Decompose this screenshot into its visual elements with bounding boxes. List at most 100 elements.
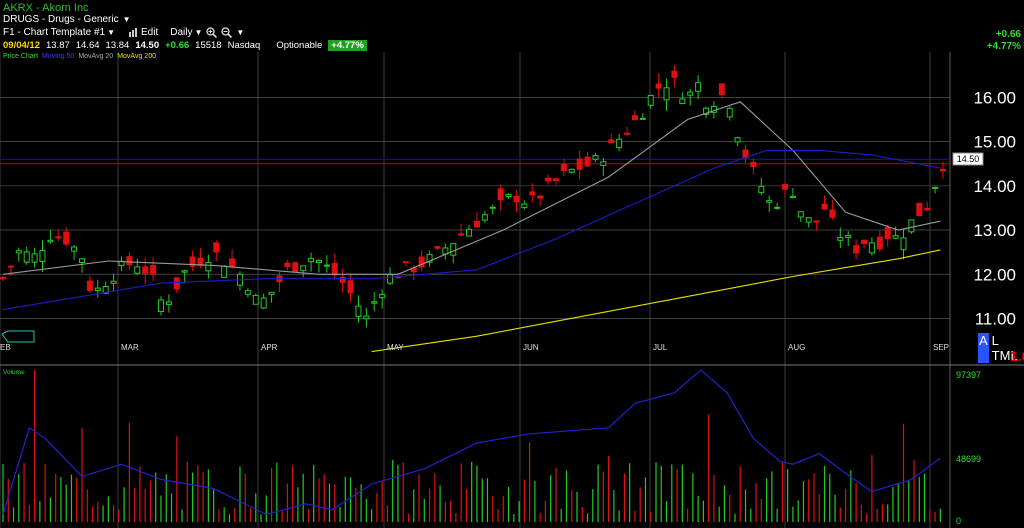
candle-body: [568, 168, 575, 173]
candle-body: [150, 265, 157, 275]
candle-body: [300, 265, 307, 272]
period-dropdown[interactable]: Daily ▼: [170, 27, 202, 38]
chart-header: AKRX - Akorn Inc DRUGS - Drugs - Generic…: [0, 0, 1024, 62]
candle-body: [47, 239, 54, 243]
candle-body: [221, 265, 228, 278]
price-tick-label: 13.00: [973, 221, 1016, 240]
candle-body: [624, 132, 631, 135]
candle-body: [355, 305, 362, 317]
candle-body: [679, 98, 686, 105]
date-tick-label: JUN: [523, 343, 539, 352]
candle-body: [284, 262, 291, 267]
candle-body: [0, 276, 6, 280]
ma-line: [371, 249, 941, 353]
quote-line: 09/04/12 13.87 14.64 13.84 14.50 +0.66 1…: [3, 40, 367, 51]
candle-body: [173, 277, 180, 290]
quote-low: 13.84: [105, 40, 130, 51]
candle-body: [884, 227, 891, 239]
candle-body: [616, 138, 623, 149]
optionable-label: Optionable: [276, 40, 323, 51]
zoom-out-button[interactable]: [221, 27, 233, 38]
chevron-down-icon: ▼: [107, 28, 116, 37]
candle-body: [853, 245, 860, 254]
candle-body: [924, 207, 931, 211]
template-dropdown[interactable]: F1 - Chart Template #1 ▼: [3, 27, 115, 38]
sector-dropdown[interactable]: DRUGS - Drugs - Generic ▼: [3, 14, 131, 25]
chevron-down-icon[interactable]: ▼: [236, 28, 245, 37]
toolbar: F1 - Chart Template #1 ▼ Edit Daily ▼ ▼: [3, 27, 244, 38]
date-tick-label: EB: [0, 343, 11, 352]
candle-body: [260, 297, 267, 309]
ma-line: [2, 149, 941, 311]
candle-body: [450, 243, 457, 256]
last-price-box: 14.50: [952, 152, 984, 166]
candle-body: [513, 195, 520, 203]
candle-body: [134, 266, 141, 274]
candle-body: [805, 217, 812, 223]
price-tick-label: 14.00: [973, 177, 1016, 196]
right-change-pct: +4.77%: [986, 41, 1021, 52]
candle-body: [347, 280, 354, 294]
candle-body: [750, 161, 757, 168]
volume-tick-label: 48699: [956, 454, 981, 464]
candle-body: [837, 237, 844, 241]
candle-body: [78, 258, 85, 264]
candle-body: [655, 83, 662, 89]
candle-body: [845, 234, 852, 238]
candle-body: [379, 293, 386, 299]
corner-red-value: 1.0: [1010, 348, 1024, 364]
date-tick-label: MAY: [387, 343, 404, 352]
candle-body: [821, 203, 828, 210]
price-tick-label: 16.00: [973, 88, 1016, 107]
legend-price-chart: Price Chart: [3, 53, 39, 60]
moving-averages: [2, 101, 941, 353]
volume-tick-label: 0: [956, 516, 961, 526]
candle-body: [426, 253, 433, 263]
candle-body: [631, 115, 638, 121]
candle-body: [932, 186, 939, 189]
scroll-marker[interactable]: [1, 330, 35, 343]
last-price-bg: [952, 152, 984, 166]
volume-axis: 97397 48699 0: [956, 370, 981, 526]
candle-body: [434, 246, 441, 249]
candle-body: [608, 139, 615, 144]
candle-body: [339, 276, 346, 283]
candle-body: [402, 261, 409, 264]
sector-label: DRUGS - Drugs - Generic: [3, 14, 119, 25]
date-tick-label: JUL: [653, 343, 668, 352]
candle-body: [576, 158, 583, 170]
chevron-down-icon: ▼: [122, 15, 131, 24]
zoom-in-button[interactable]: [206, 27, 218, 38]
volume-tick-label: 97397: [956, 370, 981, 380]
candle-body: [695, 82, 702, 92]
candle-body: [63, 231, 70, 245]
candle-body: [552, 178, 559, 182]
template-label: F1 - Chart Template #1: [3, 27, 106, 38]
candle-body: [584, 156, 591, 167]
period-label: Daily: [170, 27, 193, 38]
candle-body: [142, 266, 149, 274]
volume-ma-line: [2, 369, 941, 516]
candle-body: [323, 264, 330, 267]
right-change: +0.66 +4.77%: [987, 29, 1021, 53]
date-tick-label: MAR: [121, 343, 139, 352]
candle-body: [371, 301, 378, 304]
zoom-out-icon: [221, 27, 233, 38]
candle-body: [458, 233, 465, 236]
candle-body: [671, 70, 678, 78]
grid-lines: [0, 52, 1024, 528]
candle-body: [758, 185, 765, 193]
zoom-in-icon: [206, 27, 218, 38]
candle-body: [71, 246, 78, 252]
corner-a: A: [978, 333, 989, 363]
last-price-label: 14.50: [957, 154, 980, 164]
candle-body: [687, 91, 694, 96]
chevron-down-icon: ▼: [194, 28, 203, 37]
candle-body: [15, 250, 22, 254]
chart-legend: Price Chart Moving 50 MovAvg 20 MovAvg 2…: [3, 53, 156, 60]
edit-button[interactable]: Edit: [129, 27, 158, 38]
candle-body: [703, 107, 710, 115]
candle-body: [545, 177, 552, 182]
quote-high: 14.64: [75, 40, 100, 51]
